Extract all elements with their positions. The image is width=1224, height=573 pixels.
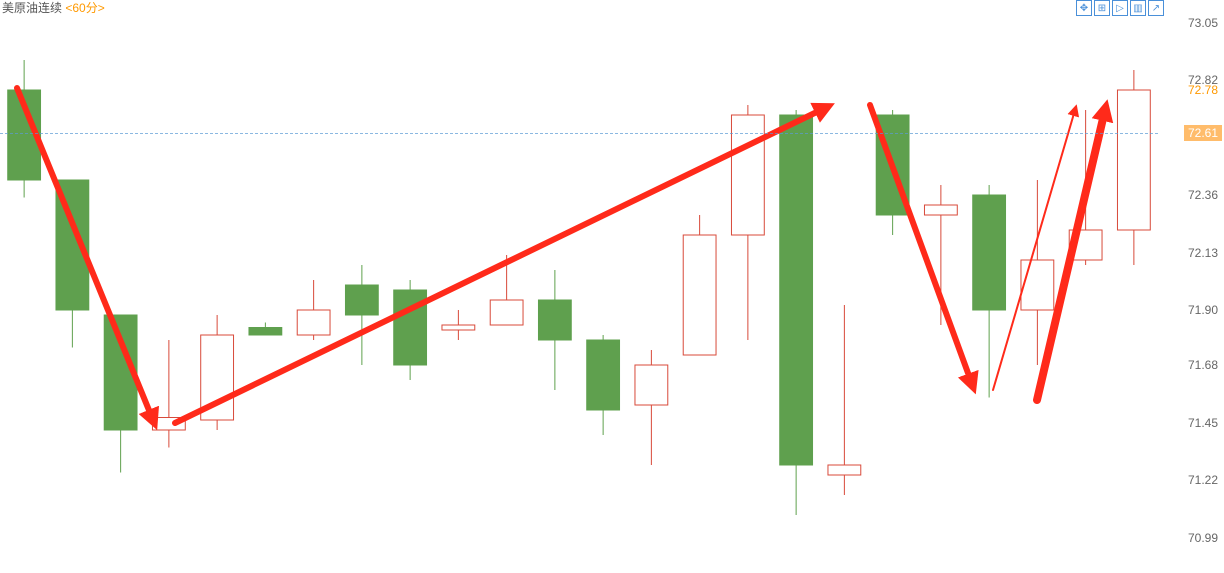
trend-arrow	[17, 88, 153, 420]
candle-body	[1021, 260, 1054, 310]
candle-body	[490, 300, 523, 325]
trend-arrow	[870, 105, 972, 384]
y-axis-tick: 71.45	[1188, 416, 1218, 430]
y-axis-tick: 72.36	[1188, 188, 1218, 202]
candle-body	[683, 235, 716, 355]
candle-body	[973, 195, 1006, 310]
candle-body	[587, 340, 620, 410]
candle-body	[828, 465, 861, 475]
candlestick-chart	[0, 0, 1224, 573]
chart-container: 美原油连续 <60分> ✥⊞▷▥↗ 73.0572.8272.3672.1371…	[0, 0, 1224, 573]
trend-arrow	[175, 108, 825, 423]
candle-body	[345, 285, 378, 315]
y-axis-tick: 71.90	[1188, 303, 1218, 317]
candle-body	[249, 328, 282, 336]
y-axis-tick: 72.13	[1188, 246, 1218, 260]
candle-body	[1117, 90, 1150, 230]
candle-body	[780, 115, 813, 465]
y-axis-tick: 71.68	[1188, 358, 1218, 372]
last-price-label: 72.78	[1188, 83, 1218, 97]
candle-body	[442, 325, 475, 330]
candle-body	[924, 205, 957, 215]
y-axis-tick: 71.22	[1188, 473, 1218, 487]
y-axis-tick: 70.99	[1188, 531, 1218, 545]
candle-body	[635, 365, 668, 405]
y-axis-tick: 73.05	[1188, 16, 1218, 30]
candle-body	[538, 300, 571, 340]
candle-body	[297, 310, 330, 335]
current-price-line	[0, 133, 1158, 134]
price-highlight-tag: 72.61	[1184, 125, 1222, 141]
